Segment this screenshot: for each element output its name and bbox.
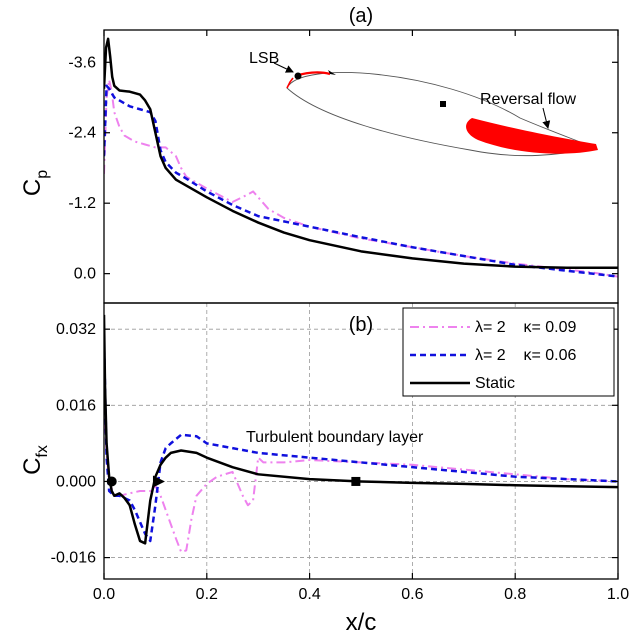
lsb-label: LSB [249, 50, 279, 67]
legend-box [402, 307, 615, 397]
y-axis-title-a: Cp [19, 170, 51, 196]
lsb-arrow-icon [328, 70, 336, 75]
panel-b-frame [103, 302, 619, 580]
y-axis-title-a-sub: p [34, 170, 51, 179]
ytick-label-a-2: -1.2 [68, 195, 96, 212]
panel-a-label: (a) [349, 5, 373, 27]
y-axis-title-b-main: C [19, 458, 46, 475]
panel-b-label: (b) [349, 314, 373, 336]
airfoil-inset: LSB Reversal flow [249, 50, 598, 157]
xtick-label-b-4: 0.8 [504, 586, 526, 603]
ticks-a: -3.6 -2.4 -1.2 0.0 [68, 30, 619, 283]
transition-point-square [440, 101, 446, 107]
y-axis-title-b: Cfx [19, 445, 51, 475]
xtick-label-b-1: 0.2 [196, 586, 218, 603]
separation-point-circle [294, 72, 302, 80]
ytick-label-a-3: 0.0 [74, 266, 96, 283]
marker-square [351, 476, 361, 486]
x-axis-title: x/c [346, 609, 377, 636]
ytick-label-a-0: -3.6 [68, 54, 96, 71]
legend: λ= 2 κ= 0.09 λ= 2 κ= 0.06 Static [402, 307, 615, 397]
ytick-label-b-2: 0.016 [56, 397, 96, 414]
reversal-pointer [542, 107, 551, 129]
xtick-label-b-2: 0.4 [298, 586, 320, 603]
panel-b-series-1 [104, 338, 618, 543]
markers-b [106, 475, 361, 488]
panel-a-series-2 [104, 37, 618, 270]
panel-a-series-0 [104, 78, 618, 278]
turbulent-boundary-layer-label: Turbulent boundary layer [246, 429, 424, 446]
lsb-pointer [273, 62, 294, 73]
ticks-b: -0.016 0.000 0.016 0.032 0.0 0.2 0.4 0.6 0.8 1.0 [51, 321, 630, 603]
series-a [104, 37, 618, 278]
legend-label-0: λ= 2 κ= 0.09 [475, 319, 577, 336]
legend-label-2: Static [475, 375, 515, 392]
leading-edge-highlight [286, 77, 294, 89]
ytick-label-b-0: -0.016 [51, 550, 96, 567]
panel-a-frame [103, 29, 619, 304]
ytick-label-a-1: -2.4 [68, 125, 96, 142]
panel-b-series-2 [104, 314, 618, 545]
xtick-label-b-3: 0.6 [401, 586, 423, 603]
reversal-flow-label: Reversal flow [480, 91, 576, 108]
y-axis-title-b-sub: fx [34, 445, 51, 457]
y-axis-title-a-main: C [19, 179, 46, 196]
marker-triangle-right [152, 475, 165, 488]
reversal-flow-region [466, 118, 598, 154]
ytick-label-b-1: 0.000 [56, 473, 96, 490]
panel-a-series-1 [104, 84, 618, 278]
series-b [104, 314, 618, 553]
legend-label-1: λ= 2 κ= 0.06 [475, 347, 577, 364]
xtick-label-b-0: 0.0 [93, 586, 115, 603]
marker-circle [106, 476, 117, 487]
xtick-label-b-5: 1.0 [607, 586, 629, 603]
ytick-label-b-3: 0.032 [56, 321, 96, 338]
